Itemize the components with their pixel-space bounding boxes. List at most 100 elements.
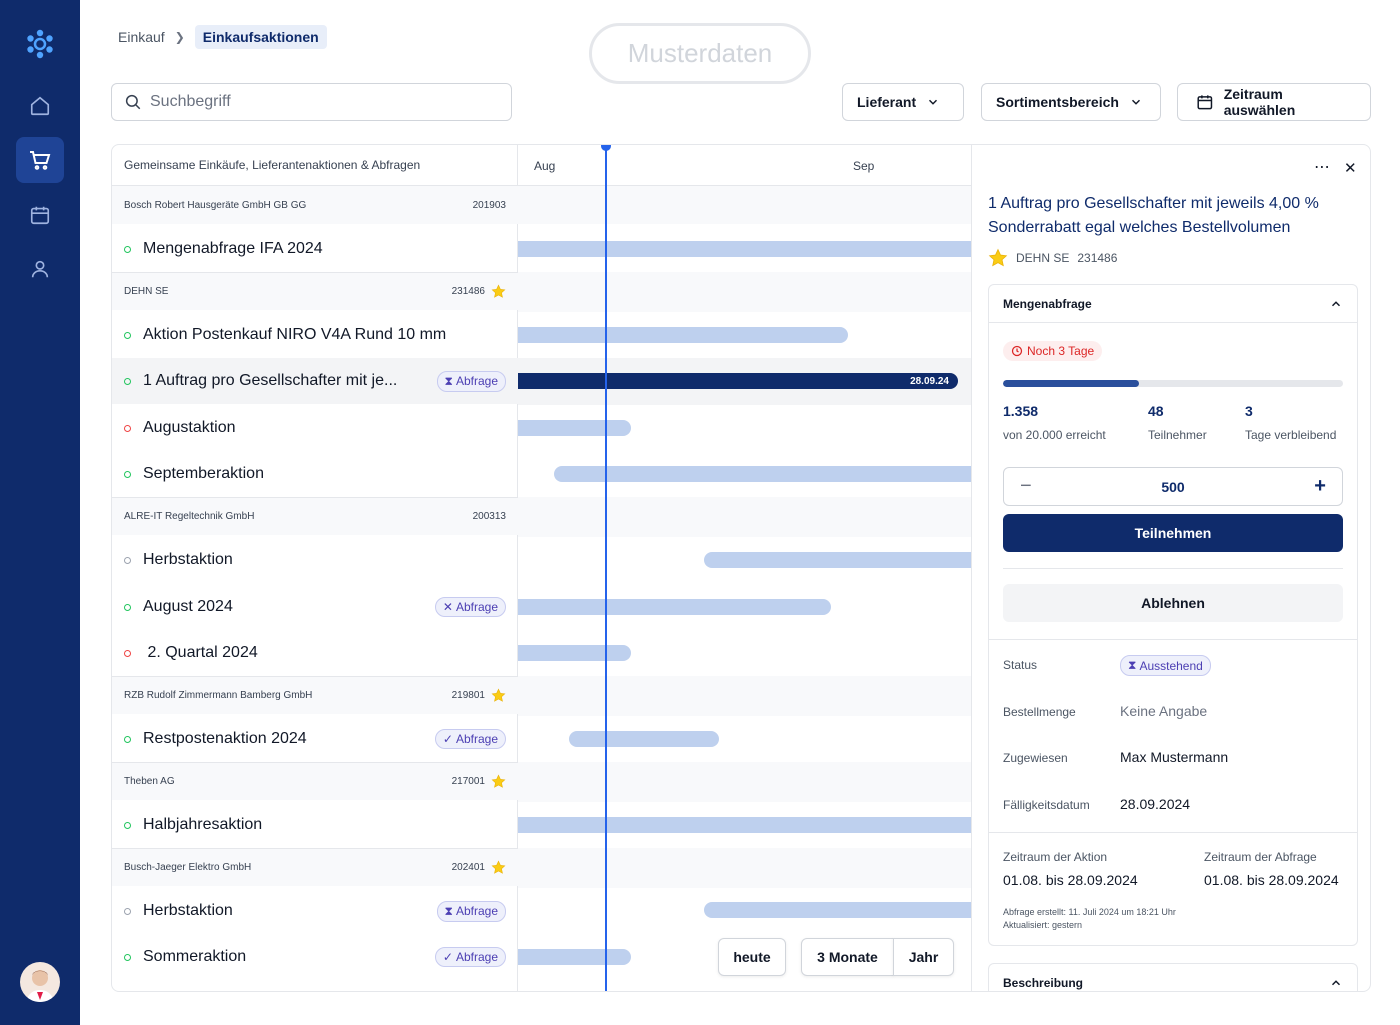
more-icon[interactable]: ⋯ <box>1314 159 1331 176</box>
close-icon[interactable]: ✕ <box>1344 160 1357 177</box>
supplier-number: 202401 <box>451 862 485 873</box>
supplier-group-header: ALRE-IT Regeltechnik GmbH 200313 <box>112 497 518 535</box>
badge-label: Abfrage <box>455 950 498 964</box>
deadline-badge: Noch 3 Tage <box>1003 341 1103 361</box>
check-icon: ✓ <box>442 950 453 964</box>
breadcrumb: Einkauf ❯ Einkaufsaktionen <box>118 24 327 50</box>
nav-profile[interactable] <box>16 246 64 292</box>
today-button[interactable]: heute <box>718 938 786 976</box>
supplier-name: Bosch Robert Hausgeräte GmbH GB GG <box>124 199 307 211</box>
star-icon[interactable] <box>491 860 506 875</box>
avatar[interactable] <box>20 962 60 1002</box>
list-item[interactable]: Mengenabfrage IFA 2024 <box>112 226 518 272</box>
timeline-bar[interactable] <box>518 420 631 436</box>
quantity-value[interactable]: 500 <box>1161 478 1185 495</box>
timeline-bar[interactable] <box>518 327 848 343</box>
timeline-bar-selected[interactable]: 28.09.24 <box>518 373 958 389</box>
query-card: Mengenabfrage Noch 3 Tage 1.358 von 20.0… <box>988 284 1358 946</box>
clock-icon <box>1011 345 1023 357</box>
query-card-header[interactable]: Mengenabfrage <box>989 285 1357 323</box>
timeline-bar[interactable] <box>518 817 971 833</box>
supplier-name: DEHN SE <box>124 286 169 297</box>
timeline-bar[interactable] <box>518 949 631 965</box>
item-title: Augustaktion <box>143 419 236 436</box>
three-months-button[interactable]: 3 Monate <box>801 938 894 976</box>
timeline-bar[interactable] <box>554 466 971 482</box>
list-item[interactable]: Aktion Postenkauf NIRO V4A Rund 10 mm <box>112 312 518 358</box>
nav-calendar[interactable] <box>16 192 64 238</box>
stat-value: 1.358 <box>1003 403 1039 419</box>
supplier-name: ALRE-IT Regeltechnik GmbH <box>124 511 255 522</box>
breadcrumb-parent[interactable]: Einkauf <box>118 29 165 45</box>
progress-fill <box>1003 380 1140 387</box>
status-dot-icon <box>124 603 131 611</box>
search-box <box>111 83 512 121</box>
year-button[interactable]: Jahr <box>893 938 954 976</box>
supplier-group-header: Theben AG 217001 <box>112 762 518 800</box>
timeline-bar[interactable] <box>518 645 631 661</box>
nav-purchasing[interactable] <box>16 137 64 183</box>
item-title: Halbjahresaktion <box>143 816 263 833</box>
stat-days-left: 3 Tage verbleibend <box>1245 403 1336 442</box>
list-item[interactable]: 2. Quartal 2024 <box>112 630 518 676</box>
participate-button[interactable]: Teilnehmen <box>1003 514 1343 552</box>
timeline-bar[interactable] <box>518 599 831 615</box>
nav-home[interactable] <box>16 83 64 129</box>
hourglass-icon: ⧗ <box>444 903 453 918</box>
list-item[interactable]: Herbstaktion ⧗ Abfrage <box>112 888 518 934</box>
list-header: Gemeinsame Einkäufe, Lieferantenaktionen… <box>112 145 517 186</box>
sample-data-watermark: Musterdaten <box>589 23 811 84</box>
status-dot-icon <box>124 470 131 478</box>
detail-supplier-number: 231486 <box>1077 251 1118 265</box>
decline-button[interactable]: Ablehnen <box>1003 584 1343 622</box>
stat-value: 3 <box>1245 403 1253 419</box>
user-icon <box>31 260 49 278</box>
minus-icon[interactable]: − <box>1020 475 1032 497</box>
range-filter[interactable]: Sortimentsbereich <box>981 83 1161 121</box>
campaign-list: Gemeinsame Einkäufe, Lieferantenaktionen… <box>112 145 518 991</box>
star-icon[interactable] <box>988 248 1008 268</box>
list-item[interactable]: Sommeraktion ✓ Abfrage <box>112 934 518 980</box>
stat-participants: 48 Teilnehmer <box>1148 403 1207 442</box>
query-badge: ✕ Abfrage <box>434 597 506 617</box>
divider <box>1003 568 1343 569</box>
due-date-value: 28.09.2024 <box>1120 796 1191 812</box>
hourglass-icon: ⧗ <box>1128 658 1137 672</box>
search-input[interactable] <box>150 93 490 111</box>
star-icon[interactable] <box>491 688 506 703</box>
stat-reached: 1.358 von 20.000 erreicht <box>1003 403 1106 442</box>
detail-panel: ⋯ ✕ 1 Auftrag pro Gesellschafter mit jew… <box>971 145 1370 991</box>
period-filter-label: Zeitraum auswählen <box>1223 86 1296 118</box>
timeline-bar[interactable] <box>518 241 971 257</box>
timeline-bar[interactable] <box>704 552 971 568</box>
bar-end-date: 28.09.24 <box>910 375 949 387</box>
timeline-group-band <box>518 762 971 802</box>
supplier-filter[interactable]: Lieferant <box>842 83 964 121</box>
timeline-bar[interactable] <box>569 731 719 747</box>
list-item[interactable]: Herbstaktion <box>112 537 518 583</box>
list-item[interactable]: August 2024 ✕ Abfrage <box>112 584 518 630</box>
chevron-down-icon <box>1131 99 1140 105</box>
star-icon[interactable] <box>491 774 506 789</box>
star-icon[interactable] <box>491 284 506 299</box>
timeline-bar[interactable] <box>704 902 971 918</box>
list-item-selected[interactable]: 1 Auftrag pro Gesellschafter mit je... ⧗… <box>112 358 518 404</box>
app-logo-icon[interactable] <box>24 28 56 60</box>
stat-label: Teilnehmer <box>1148 428 1207 442</box>
deadline-label: Noch 3 Tage <box>1027 344 1095 358</box>
timeline-group-band <box>518 186 971 224</box>
action-period-label: Zeitraum der Aktion <box>1003 850 1108 864</box>
list-item[interactable]: Septemberaktion <box>112 451 518 497</box>
list-item[interactable]: Augustaktion <box>112 405 518 451</box>
description-card[interactable]: Beschreibung <box>988 963 1358 991</box>
assigned-value: Max Mustermann <box>1120 749 1229 765</box>
chevron-down-icon <box>929 99 938 105</box>
updated-note: Aktualisiert: gestern <box>1003 920 1083 930</box>
detail-supplier-name: DEHN SE <box>1016 251 1070 265</box>
created-note: Abfrage erstellt: 11. Juli 2024 um 18:21… <box>1003 907 1176 917</box>
list-item[interactable]: Restpostenaktion 2024 ✓ Abfrage <box>112 716 518 762</box>
plus-icon[interactable]: + <box>1314 475 1326 497</box>
period-filter[interactable]: Zeitraum auswählen <box>1177 83 1371 121</box>
list-item[interactable]: Halbjahresaktion <box>112 802 518 848</box>
chevron-right-icon: ❯ <box>174 30 185 44</box>
